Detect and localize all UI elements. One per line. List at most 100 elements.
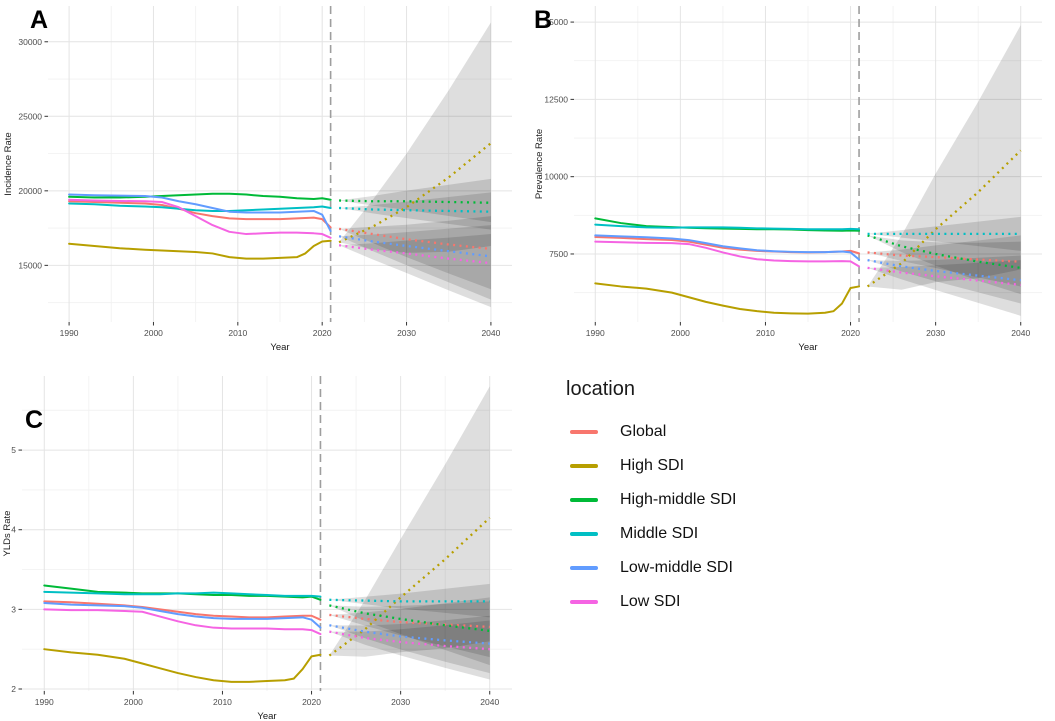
legend-items: Global High SDI High-middle SDI Middle SDI L… [562,415,892,619]
panel-label-b: B [534,6,552,34]
x-axis-title: Year [270,342,289,353]
axes: 1990 2000 2010 2020 2030 2040 15000 20000 25000 3… [3,37,501,353]
ci-ribbon-high-sdi [867,25,1021,290]
history-line-high-middle-sdi [68,192,332,201]
history-line-high-sdi [68,239,332,260]
ci-ribbon-global [339,216,491,290]
chart-svg-c: 1990 2000 2010 2020 2030 2040 2 3 4 5 Year YLDs Rat… [2,376,512,721]
legend-swatch-low-middle-sdi [570,565,598,571]
legend-swatch-global [570,429,598,435]
x-tick-label: 2010 [756,328,775,338]
history-line-global [594,235,861,255]
forecast-line-high-middle-sdi [867,234,1021,270]
ci-ribbon-high-sdi [339,22,491,253]
x-tick-label: 1990 [60,328,79,338]
ci-ribbon-high-middle-sdi [867,235,1021,295]
x-tick-label: 2040 [481,328,500,338]
x-tick-label: 2030 [391,697,410,707]
history-line-low-middle-sdi [594,234,861,261]
legend-swatch-high-middle-sdi [570,497,598,503]
y-tick-label: 5 [11,445,16,455]
history-line-high-middle-sdi [43,584,322,601]
y-tick-label: 20000 [18,186,42,196]
ci-ribbon-low-sdi [329,620,490,680]
legend-item-label: High-middle SDI [620,491,737,508]
y-axis-title: YLDs Rate [2,511,13,557]
gridlines [48,6,512,322]
history-line-high-sdi [594,282,861,315]
y-tick-label: 7500 [549,249,568,259]
x-tick-label: 2040 [480,697,499,707]
y-tick-label: 15000 [544,17,568,27]
x-tick-label: 2040 [1011,328,1030,338]
legend-item-label: Middle SDI [620,525,699,542]
chart-panel-a: 1990 2000 2010 2020 2030 2040 15000 20000 25000 3… [0,0,530,360]
confidence-ribbons [339,22,491,308]
ci-ribbon-low-middle-sdi [329,615,490,674]
y-tick-label: 10000 [544,172,568,182]
series-lines [68,142,492,265]
history-line-low-middle-sdi [43,601,322,629]
chart-svg-b: 1990 2000 2010 2020 2030 2040 7500 10000 12500 15… [534,6,1042,353]
confidence-ribbons [329,386,490,680]
x-axis-title: Year [257,711,276,721]
history-line-high-sdi [43,648,322,683]
forecast-line-middle-sdi [329,598,490,603]
x-tick-label: 2020 [302,697,321,707]
legend-swatch-high-sdi [570,463,598,469]
ci-ribbon-high-middle-sdi [329,601,490,666]
y-tick-label: 15000 [18,260,42,270]
ci-ribbon-high-sdi [329,386,490,657]
x-tick-label: 1990 [35,697,54,707]
ci-ribbon-global [867,235,1021,287]
legend-item-label: High SDI [620,457,685,474]
y-axis-title: Prevalence Rate [534,129,545,199]
forecast-line-low-middle-sdi [329,624,490,645]
y-tick-label: 30000 [18,37,42,47]
series-lines [43,516,491,683]
axes: 1990 2000 2010 2020 2030 2040 2 3 4 5 Year YLDs Rat… [2,445,499,721]
x-tick-label: 2000 [124,697,143,707]
ci-ribbon-low-middle-sdi [339,225,491,300]
series-lines [594,149,1022,315]
legend-item-middle-sdi: Middle SDI [562,517,892,551]
chart-panel-c: 1990 2000 2010 2020 2030 2040 2 3 4 5 Year YLDs Rat… [0,360,530,721]
y-tick-label: 3 [11,604,16,614]
y-tick-label: 25000 [18,111,42,121]
x-tick-label: 2030 [926,328,945,338]
x-tick-label: 2010 [213,697,232,707]
legend-item-high-sdi: High SDI [562,449,892,483]
y-tick-label: 4 [11,525,16,535]
x-tick-label: 1990 [586,328,605,338]
x-tick-label: 2030 [397,328,416,338]
x-tick-label: 2020 [313,328,332,338]
x-tick-label: 2010 [228,328,247,338]
ci-ribbon-middle-sdi [329,583,490,618]
history-line-low-middle-sdi [68,193,332,233]
ci-ribbon-middle-sdi [339,192,491,230]
y-axis-title: Incidence Rate [3,132,14,195]
y-tick-label: 12500 [544,94,568,104]
history-line-global [43,600,322,621]
history-line-low-sdi [68,198,332,239]
legend-item-high-middle-sdi: High-middle SDI [562,483,892,517]
legend-item-global: Global [562,415,892,449]
ci-ribbon-high-middle-sdi [339,178,491,223]
legend-item-label: Low SDI [620,593,681,610]
history-line-low-sdi [594,240,861,268]
chart-panel-b: 1990 2000 2010 2020 2030 2040 7500 10000 12500 15… [530,0,1055,360]
legend-item-low-sdi: Low SDI [562,585,892,619]
history-line-middle-sdi [68,202,332,212]
legend-swatch-low-sdi [570,599,598,605]
axes: 1990 2000 2010 2020 2030 2040 7500 10000 12500 15… [534,17,1030,353]
x-tick-label: 2000 [671,328,690,338]
x-axis-title: Year [798,342,817,353]
legend-item-label: Low-middle SDI [620,559,733,576]
legend: location Global High SDI High-middle SDI Mi… [562,378,892,619]
panel-label-c: C [25,406,43,434]
history-line-middle-sdi [43,590,322,598]
history-line-low-sdi [43,608,322,636]
history-line-global [68,200,332,229]
forecast-line-high-sdi [866,149,1022,288]
